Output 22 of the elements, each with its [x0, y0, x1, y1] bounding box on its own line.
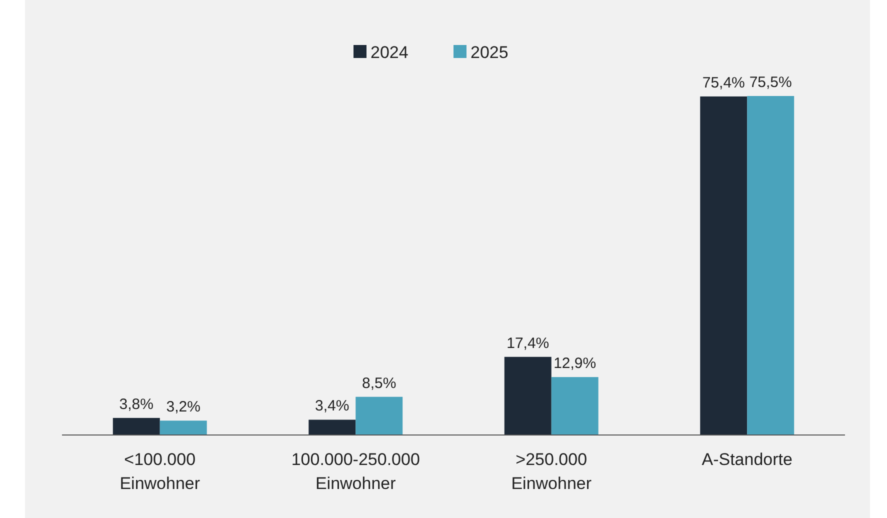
x-tick-label: A-Standorte [702, 450, 792, 469]
legend-label: 2024 [370, 43, 408, 62]
x-tick-label: 100.000-250.000 Einwohner [291, 450, 420, 493]
data-label: 75,5% [749, 74, 792, 91]
data-label: 17,4% [506, 334, 550, 352]
bar [504, 356, 552, 435]
bar [308, 420, 356, 435]
legend-label: 2025 [470, 43, 508, 62]
data-label: 3,2% [166, 398, 200, 416]
data-label: 3,4% [315, 398, 350, 415]
bar [356, 396, 403, 435]
data-label: 3,8% [119, 396, 154, 413]
data-label: 75,4% [702, 74, 745, 92]
bar [551, 377, 598, 435]
bar [112, 418, 160, 435]
bar [700, 96, 748, 435]
x-tick-label: <100.000 Einwohner [120, 450, 200, 493]
bar [160, 420, 207, 435]
x-tick-label: >250.000 Einwohner [511, 450, 592, 493]
data-label: 12,9% [554, 355, 596, 372]
data-label: 8,5% [362, 374, 396, 392]
bar [747, 96, 794, 435]
